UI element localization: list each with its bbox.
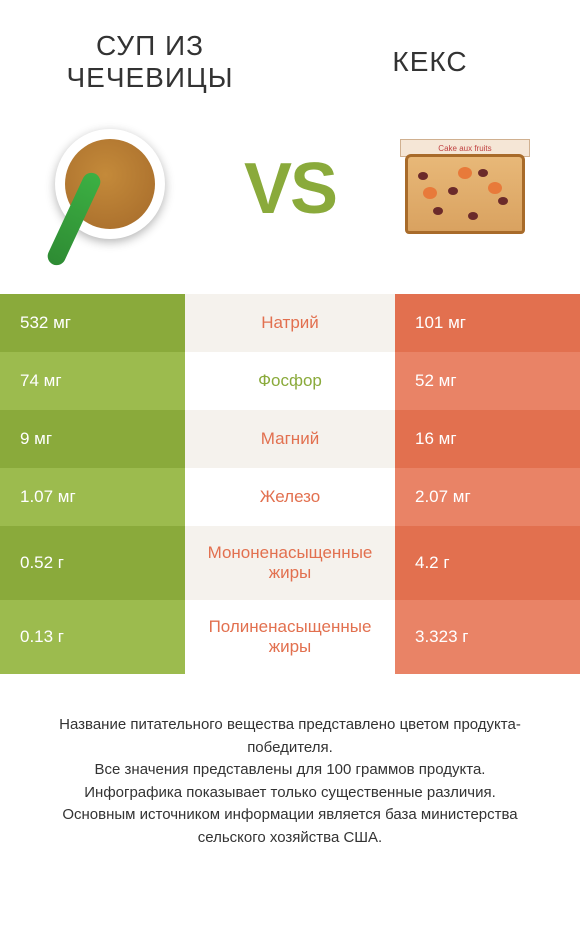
nutrient-label: Фосфор [185,352,395,410]
title-left: СУП ИЗ ЧЕЧЕВИЦЫ [40,30,260,94]
table-row: 9 мгМагний16 мг [0,410,580,468]
nutrient-label: Полиненасыщенные жиры [185,600,395,674]
vs-label: VS [244,148,336,230]
value-right: 3.323 г [395,600,580,674]
table-row: 1.07 мгЖелезо2.07 мг [0,468,580,526]
table-row: 0.52 гМононенасыщенные жиры4.2 г [0,526,580,600]
value-right: 2.07 мг [395,468,580,526]
value-right: 16 мг [395,410,580,468]
footer-text: Название питательного вещества представл… [0,674,580,849]
cake-image: Cake aux fruits [390,114,540,264]
header: СУП ИЗ ЧЕЧЕВИЦЫ КЕКС [0,0,580,104]
value-right: 4.2 г [395,526,580,600]
table-row: 74 мгФосфор52 мг [0,352,580,410]
value-left: 74 мг [0,352,185,410]
value-left: 0.52 г [0,526,185,600]
nutrition-table: 532 мгНатрий101 мг74 мгФосфор52 мг9 мгМа… [0,294,580,674]
images-row: VS Cake aux fruits [0,104,580,294]
nutrient-label: Железо [185,468,395,526]
value-left: 532 мг [0,294,185,352]
nutrient-label: Мононенасыщенные жиры [185,526,395,600]
nutrient-label: Натрий [185,294,395,352]
table-row: 532 мгНатрий101 мг [0,294,580,352]
footer-line: Все значения представлены для 100 граммо… [30,759,550,782]
title-right: КЕКС [320,46,540,78]
value-right: 52 мг [395,352,580,410]
footer-line: Инфографика показывает только существенн… [30,782,550,805]
footer-line: Основным источником информации является … [30,804,550,849]
footer-line: Название питательного вещества представл… [30,714,550,759]
value-left: 0.13 г [0,600,185,674]
soup-image [40,114,190,264]
value-left: 9 мг [0,410,185,468]
table-row: 0.13 гПолиненасыщенные жиры3.323 г [0,600,580,674]
nutrient-label: Магний [185,410,395,468]
value-left: 1.07 мг [0,468,185,526]
value-right: 101 мг [395,294,580,352]
